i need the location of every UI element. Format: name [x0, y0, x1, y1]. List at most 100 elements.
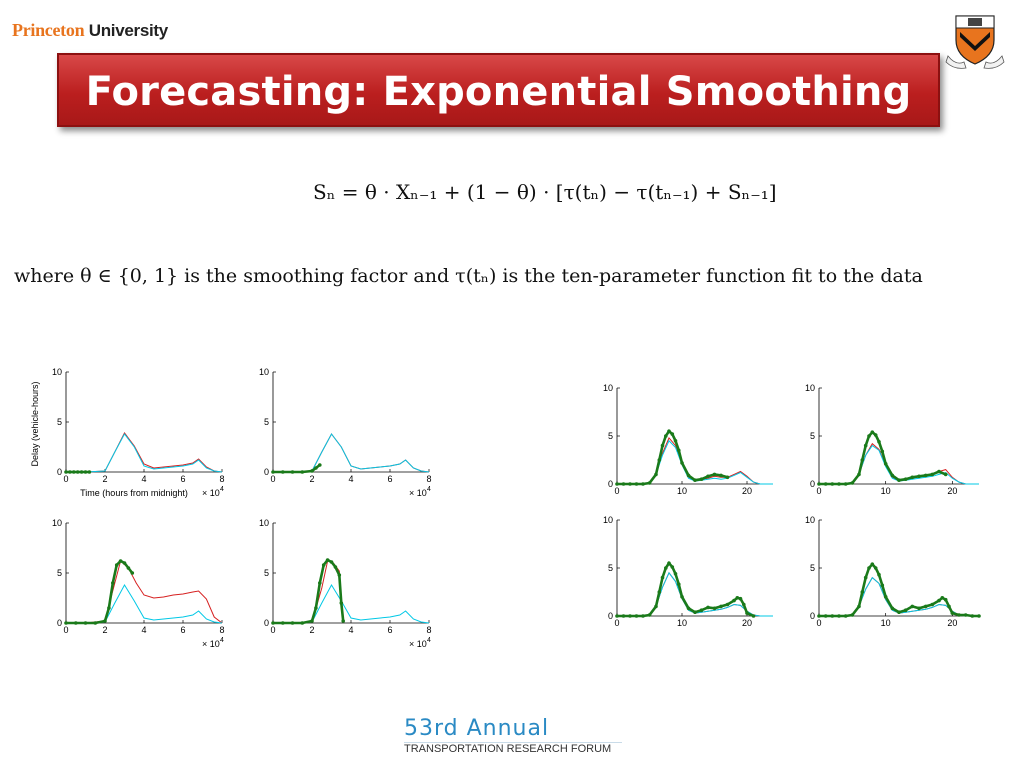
data-point [647, 481, 652, 485]
y-tick-label: 0 [608, 611, 613, 621]
data-point [271, 470, 275, 474]
data-point [706, 605, 710, 610]
data-point [103, 619, 107, 623]
series-line-green [617, 429, 728, 486]
y-tick-label: 0 [810, 479, 815, 489]
data-point [863, 575, 868, 580]
x-tick-label: 6 [387, 474, 392, 484]
data-point [751, 614, 756, 618]
y-tick-label: 0 [264, 618, 269, 628]
data-point [745, 611, 749, 615]
data-point [333, 565, 338, 569]
data-point [621, 482, 626, 486]
data-point [742, 602, 746, 607]
data-point [660, 575, 665, 580]
forum-title: 53rd Annual [404, 716, 550, 741]
y-tick-label: 10 [259, 367, 269, 377]
data-point [79, 470, 84, 474]
data-point [329, 560, 334, 564]
data-point [314, 466, 318, 470]
y-tick-label: 10 [805, 383, 815, 393]
y-tick-label: 5 [264, 417, 269, 427]
data-point [943, 597, 948, 602]
data-point [621, 614, 626, 618]
x-tick-label: 2 [309, 625, 314, 635]
data-point [300, 470, 305, 474]
formula-description: where θ ∈ {0, 1} is the smoothing factor… [14, 265, 923, 287]
data-point [93, 621, 98, 625]
data-point [318, 463, 322, 467]
y-tick-label: 10 [603, 383, 613, 393]
series-line-red [819, 442, 979, 485]
data-point [657, 590, 662, 594]
data-point [314, 606, 318, 610]
data-point [957, 613, 961, 617]
x-tick-label: 2 [309, 474, 314, 484]
series-line-green [819, 562, 979, 618]
forum-divider [404, 742, 622, 743]
data-point [943, 472, 948, 477]
data-point [111, 581, 115, 585]
y-axis-label: Delay (vehicle-hours) [30, 381, 40, 466]
data-point [75, 470, 80, 474]
data-point [857, 604, 861, 609]
data-point [667, 429, 671, 433]
data-point [300, 621, 305, 625]
data-point [910, 475, 915, 480]
logo-word-university: University [88, 21, 169, 40]
series-line-red [617, 571, 773, 617]
series-line-cyan [617, 439, 773, 485]
data-point [837, 482, 841, 486]
logo-word-princeton: Princeton [12, 20, 85, 40]
y-tick-label: 5 [810, 431, 815, 441]
series-line-red [66, 560, 223, 624]
y-tick-label: 5 [264, 568, 269, 578]
data-point [122, 561, 127, 565]
data-point [647, 613, 652, 617]
x-tick-label: 0 [270, 625, 275, 635]
x-tick-label: 0 [63, 474, 68, 484]
series-line-cyan [66, 583, 223, 624]
data-point [890, 606, 895, 611]
x-tick-label: 2 [102, 625, 107, 635]
x-scale-note: × 10 [202, 488, 220, 498]
chart-panel-right-top-left: 0 10 20 0 5 10 [603, 383, 773, 496]
x-tick-label: 10 [677, 618, 687, 628]
data-point [719, 604, 723, 609]
series-line-cyan [819, 576, 979, 617]
data-point [677, 582, 681, 587]
x-tick-label: 10 [881, 618, 891, 628]
data-point [64, 621, 68, 625]
data-point [670, 432, 675, 436]
x-tick-label: 2 [102, 474, 107, 484]
x-tick-label: 0 [816, 618, 821, 628]
x-tick-label: 6 [387, 625, 392, 635]
y-tick-label: 0 [57, 467, 62, 477]
y-tick-label: 10 [52, 518, 62, 528]
y-tick-label: 0 [264, 467, 269, 477]
data-point [657, 458, 662, 462]
data-point [699, 608, 704, 612]
x-tick-label: 6 [180, 474, 185, 484]
y-tick-label: 5 [57, 417, 62, 427]
x-tick-label: 0 [614, 486, 619, 496]
x-tick-label: 8 [426, 474, 431, 484]
data-point [870, 430, 875, 434]
data-point [890, 473, 895, 478]
y-tick-label: 0 [608, 479, 613, 489]
data-point [725, 602, 730, 607]
data-point [712, 472, 717, 477]
data-point [64, 470, 68, 474]
smoothing-formula: Sₙ = θ · Xₙ₋₁ + (1 − θ) · [τ(tₙ) − τ(tₙ₋… [313, 180, 777, 204]
x-tick-label: 8 [426, 625, 431, 635]
data-point [880, 449, 885, 454]
data-point [615, 482, 619, 486]
data-point [897, 478, 901, 482]
data-point [830, 614, 835, 618]
data-point [823, 614, 828, 618]
data-point [706, 474, 710, 479]
